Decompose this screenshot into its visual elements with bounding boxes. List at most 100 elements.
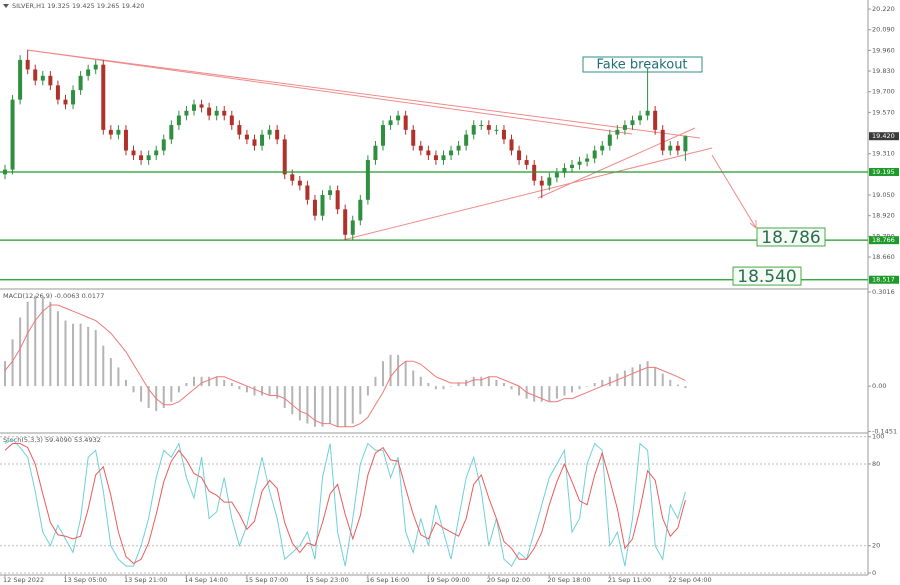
candle-body bbox=[449, 150, 454, 156]
histogram-bar bbox=[253, 386, 256, 396]
histogram-bar bbox=[382, 361, 384, 387]
candle-body bbox=[622, 125, 627, 130]
histogram-bar bbox=[329, 386, 332, 424]
x-tick-label: 16 Sep 16:00 bbox=[366, 576, 409, 584]
histogram-bar bbox=[586, 386, 589, 387]
pane-title: SILVER,H1 19.325 19.425 19.265 19.420 bbox=[12, 2, 144, 10]
y-tick-label: 19.050 bbox=[872, 191, 895, 199]
arrow bbox=[711, 154, 757, 229]
histogram-bar bbox=[238, 386, 241, 390]
candle-body bbox=[320, 195, 325, 216]
candle-body bbox=[539, 180, 544, 186]
trendline bbox=[537, 127, 696, 199]
menu-triangle[interactable] bbox=[3, 4, 9, 8]
candle-body bbox=[222, 110, 227, 116]
candle-body bbox=[343, 209, 348, 235]
histogram-bar bbox=[518, 386, 521, 396]
trendline bbox=[26, 49, 633, 135]
histogram-bar bbox=[276, 386, 279, 399]
candle-body bbox=[252, 139, 257, 146]
histogram-bar bbox=[11, 339, 14, 387]
x-tick-label: 21 Sep 11:00 bbox=[608, 576, 651, 584]
candle-body bbox=[214, 110, 219, 116]
x-tick-label: 19 Sep 09:00 bbox=[426, 576, 469, 584]
histogram-bar bbox=[109, 358, 112, 387]
trendline bbox=[342, 147, 713, 241]
annotation-box bbox=[582, 56, 703, 73]
candle-body bbox=[388, 120, 393, 126]
y-tick-label: 100 bbox=[872, 433, 884, 441]
level-label: 18.517 bbox=[872, 276, 895, 284]
histogram-bar bbox=[631, 367, 634, 387]
candle-body bbox=[55, 85, 60, 100]
x-tick-label: 12 Sep 2022 bbox=[3, 576, 44, 584]
level-box bbox=[869, 275, 899, 284]
current-price-box bbox=[869, 132, 899, 141]
target-box bbox=[732, 266, 802, 286]
candle-body bbox=[630, 120, 635, 126]
candle-body bbox=[675, 145, 680, 151]
candle-body bbox=[244, 134, 249, 140]
histogram-bar bbox=[268, 386, 271, 396]
candle-body bbox=[78, 75, 83, 91]
candle-body bbox=[653, 110, 658, 130]
candle-body bbox=[71, 90, 76, 105]
candle-body bbox=[123, 129, 128, 151]
candle-body bbox=[275, 129, 280, 140]
histogram-bar bbox=[578, 386, 581, 390]
candle-body bbox=[373, 145, 378, 161]
histogram-bar bbox=[427, 383, 430, 387]
histogram-bar bbox=[593, 383, 596, 387]
annotation: Fake breakout bbox=[596, 58, 687, 73]
histogram-bar bbox=[495, 379, 498, 387]
candle-body bbox=[592, 150, 597, 159]
candle-body bbox=[93, 64, 98, 70]
candle-body bbox=[10, 99, 15, 170]
histogram-bar bbox=[185, 383, 188, 387]
y-tick-label: 19.570 bbox=[872, 108, 895, 116]
candle-body bbox=[40, 75, 45, 81]
histogram-bar bbox=[510, 386, 513, 390]
target-label: 18.786 bbox=[761, 228, 820, 248]
candle-body bbox=[479, 125, 484, 127]
histogram-bar bbox=[601, 379, 604, 387]
histogram-bar bbox=[132, 386, 135, 393]
candle-body bbox=[426, 150, 431, 156]
histogram-bar bbox=[555, 386, 558, 399]
candle-body bbox=[237, 125, 242, 135]
candle-body bbox=[441, 155, 446, 161]
histogram-bar bbox=[230, 383, 233, 387]
histogram-bar bbox=[26, 301, 29, 387]
level-label: 18.766 bbox=[872, 236, 895, 244]
candle-body bbox=[411, 129, 416, 146]
histogram-bar bbox=[661, 373, 664, 387]
histogram-bar bbox=[351, 386, 354, 424]
arrow-head bbox=[749, 220, 757, 229]
candle-body bbox=[524, 160, 529, 165]
x-tick-label: 22 Sep 04:00 bbox=[668, 576, 711, 584]
histogram-bar bbox=[502, 383, 505, 387]
y-tick-label: 19.960 bbox=[872, 46, 895, 54]
candle-body bbox=[192, 104, 196, 111]
histogram-bar bbox=[19, 317, 22, 387]
candle-body bbox=[570, 164, 574, 168]
candle-body bbox=[365, 160, 370, 200]
candle-body bbox=[161, 139, 166, 151]
current-price-label: 19.420 bbox=[872, 132, 895, 140]
candle-body bbox=[116, 129, 121, 135]
histogram-bar bbox=[87, 326, 90, 387]
histogram-bar bbox=[676, 384, 679, 387]
x-tick-label: 15 Sep 23:00 bbox=[305, 576, 348, 584]
histogram-bar bbox=[457, 383, 460, 387]
candle-body bbox=[63, 99, 68, 105]
histogram-bar bbox=[450, 386, 453, 387]
candle-body bbox=[18, 59, 23, 100]
candle-body bbox=[645, 110, 650, 116]
histogram-bar bbox=[64, 320, 67, 387]
histogram-bar bbox=[419, 376, 422, 387]
candle-body bbox=[433, 155, 438, 161]
trendlines bbox=[26, 49, 757, 241]
histogram-bar bbox=[102, 345, 105, 387]
candle-body bbox=[638, 115, 643, 121]
